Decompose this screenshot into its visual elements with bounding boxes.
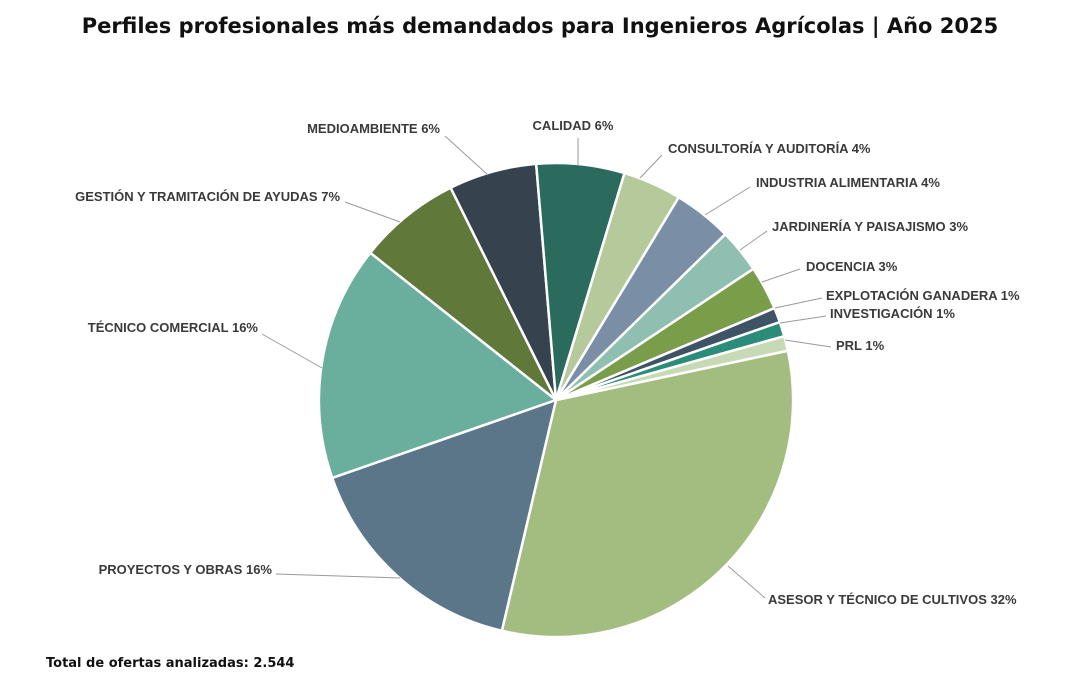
slice-label: DOCENCIA 3%: [806, 259, 898, 274]
leader-line: [784, 339, 832, 348]
pie-slice-13: [555, 334, 790, 402]
leader-line: [704, 186, 751, 216]
leader-line: [761, 268, 801, 283]
pie-slice-3: [317, 251, 559, 480]
total-offers-note: Total de ofertas analizadas: 2.544: [46, 656, 295, 671]
leader-line: [774, 297, 823, 309]
leader-line: [727, 565, 766, 599]
leader-line: [344, 201, 401, 223]
pie-slice-4: [368, 186, 558, 401]
slice-label: CALIDAD 6%: [533, 118, 614, 133]
slice-label: EXPLOTACIÓN GANADERA 1%: [826, 288, 1020, 303]
slice-label: ASESOR Y TÉCNICO DE CULTIVOS 32%: [768, 592, 1017, 607]
pie-slice-1: [500, 349, 795, 639]
leader-line: [261, 333, 323, 369]
chart-title: Perfiles profesionales más demandados pa…: [81, 14, 999, 38]
slice-label: TÉCNICO COMERCIAL 16%: [88, 320, 259, 335]
slice-label: PROYECTOS Y OBRAS 16%: [99, 562, 273, 577]
leader-line: [275, 573, 401, 579]
leader-line: [739, 230, 768, 251]
slice-label: GESTIÓN Y TRAMITACIÓN DE AYUDAS 7%: [75, 189, 340, 204]
slice-label: INDUSTRIA ALIMENTARIA 4%: [756, 175, 940, 190]
leader-line: [779, 315, 827, 324]
slice-label: MEDIOAMBIENTE 6%: [307, 121, 440, 136]
slice-label: CONSULTORÍA Y AUDITORÍA 4%: [668, 141, 871, 156]
slice-label: PRL 1%: [836, 338, 885, 353]
leader-line: [639, 154, 663, 179]
pie-slice-2: [330, 398, 558, 633]
slice-label: INVESTIGACIÓN 1%: [830, 306, 955, 321]
leader-line: [444, 135, 489, 176]
slice-label: JARDINERÍA Y PAISAJISMO 3%: [772, 219, 968, 234]
